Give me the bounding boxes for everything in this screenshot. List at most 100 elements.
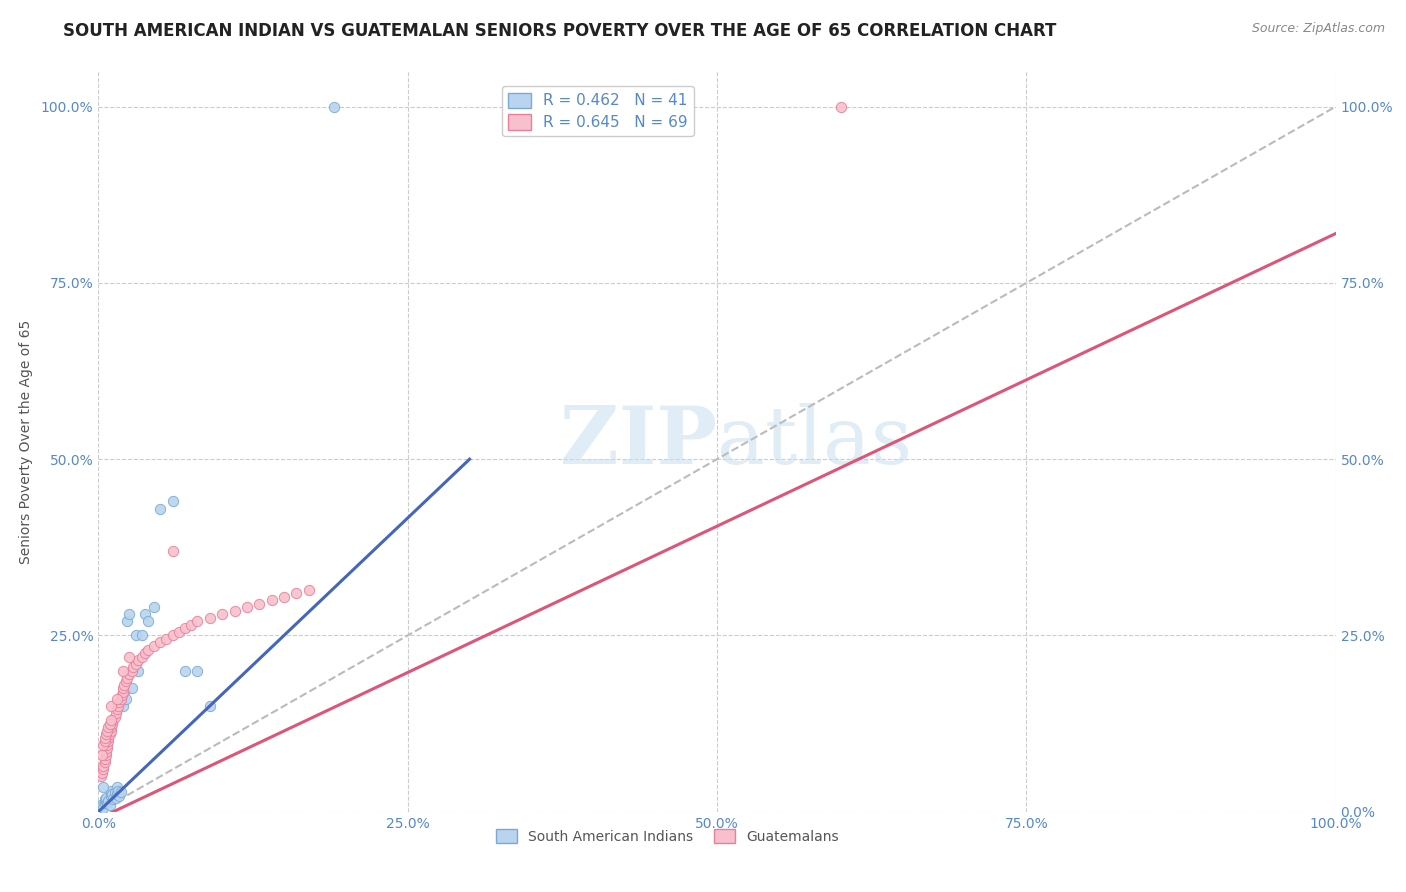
Point [118, 667, 141, 681]
Point [103, 709, 125, 723]
Point [136, 615, 159, 629]
Point [298, 582, 321, 597]
Point [143, 639, 166, 653]
Point [186, 615, 208, 629]
Point [108, 789, 131, 804]
Point [211, 607, 233, 622]
Point [103, 785, 125, 799]
Point [111, 689, 134, 703]
Point [103, 713, 125, 727]
Text: SOUTH AMERICAN INDIAN VS GUATEMALAN SENIORS POVERTY OVER THE AGE OF 65 CORRELATI: SOUTH AMERICAN INDIAN VS GUATEMALAN SENI… [63, 22, 1057, 40]
Point [118, 649, 141, 664]
Point [96, 738, 118, 752]
Point [112, 664, 135, 678]
Point [97, 720, 120, 734]
Point [91, 763, 114, 777]
Point [94, 748, 117, 763]
Point [105, 692, 128, 706]
Point [236, 600, 259, 615]
Point [107, 783, 129, 797]
Point [100, 720, 122, 734]
Point [112, 681, 135, 696]
Point [98, 716, 121, 731]
Point [100, 723, 122, 738]
Point [180, 618, 202, 632]
Point [247, 597, 270, 611]
Point [91, 748, 114, 763]
Point [198, 698, 221, 713]
Point [94, 745, 117, 759]
Point [107, 698, 129, 713]
Point [112, 678, 135, 692]
Point [97, 731, 120, 745]
Point [103, 792, 125, 806]
Point [136, 642, 159, 657]
Point [118, 607, 141, 622]
Point [273, 590, 295, 604]
Y-axis label: Seniors Poverty Over the Age of 65: Seniors Poverty Over the Age of 65 [18, 319, 32, 564]
Point [162, 544, 184, 558]
Point [93, 731, 115, 745]
Point [110, 785, 132, 799]
Point [93, 801, 115, 815]
Point [96, 741, 118, 756]
Point [114, 674, 136, 689]
Point [93, 797, 115, 811]
Point [114, 692, 136, 706]
Point [174, 621, 197, 635]
Point [93, 752, 115, 766]
Legend: South American Indians, Guatemalans: South American Indians, Guatemalans [491, 823, 845, 849]
Point [112, 685, 135, 699]
Point [96, 723, 118, 738]
Point [108, 695, 131, 709]
Point [90, 797, 112, 812]
Text: atlas: atlas [717, 402, 912, 481]
Point [174, 664, 197, 678]
Point [94, 794, 117, 808]
Point [112, 698, 135, 713]
Point [93, 734, 115, 748]
Point [134, 646, 156, 660]
Point [100, 783, 122, 797]
Point [127, 664, 149, 678]
Point [91, 766, 114, 780]
Point [93, 792, 115, 806]
Point [121, 681, 143, 696]
Point [167, 624, 190, 639]
Point [115, 671, 138, 685]
Point [122, 660, 145, 674]
Point [105, 787, 128, 801]
Point [105, 702, 128, 716]
Point [285, 586, 308, 600]
Point [162, 628, 184, 642]
Point [198, 611, 221, 625]
Point [186, 664, 208, 678]
Point [162, 494, 184, 508]
Point [93, 756, 115, 770]
Point [104, 706, 127, 720]
Point [260, 593, 283, 607]
Point [112, 685, 135, 699]
Point [155, 632, 177, 646]
Point [90, 769, 112, 783]
Point [115, 615, 138, 629]
Point [830, 100, 852, 114]
Point [224, 604, 246, 618]
Point [134, 607, 156, 622]
Point [149, 635, 172, 649]
Point [97, 734, 120, 748]
Text: ZIP: ZIP [560, 402, 717, 481]
Point [94, 790, 117, 805]
Point [322, 100, 344, 114]
Point [100, 698, 122, 713]
Point [131, 628, 153, 642]
Point [93, 780, 115, 794]
Point [104, 790, 127, 805]
Point [149, 501, 172, 516]
Point [93, 763, 115, 777]
Point [91, 799, 114, 814]
Point [110, 692, 132, 706]
Point [101, 716, 124, 731]
Point [127, 653, 149, 667]
Point [143, 600, 166, 615]
